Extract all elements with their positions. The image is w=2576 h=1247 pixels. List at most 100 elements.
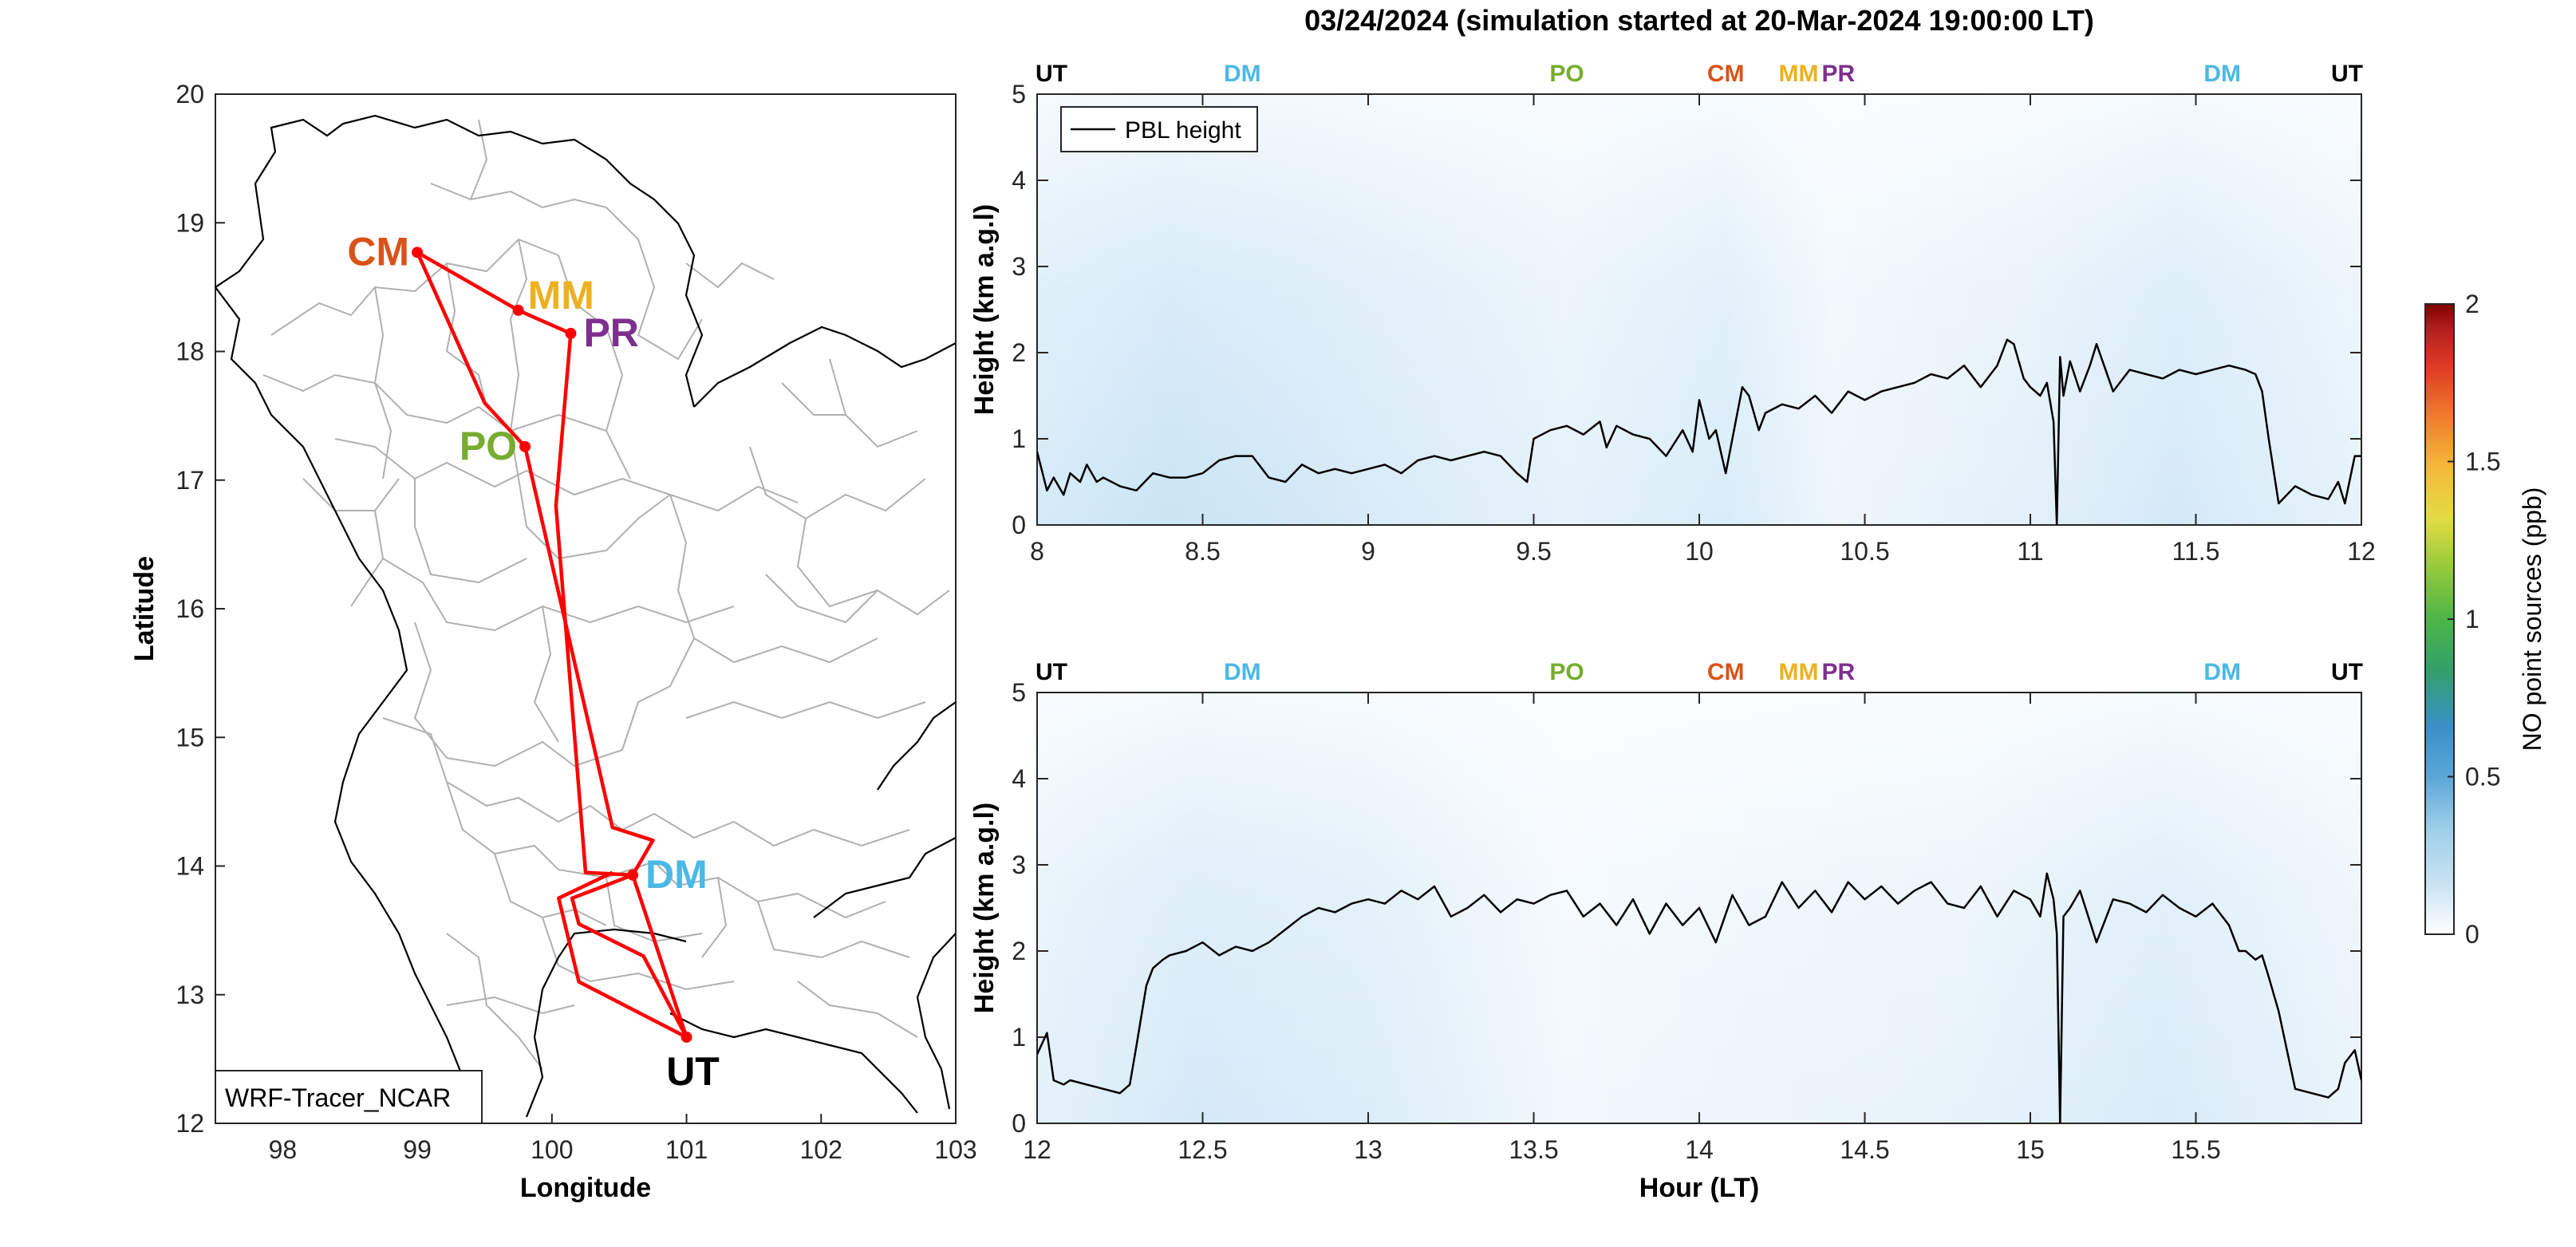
panel-2-ytick-label: 0 [1012,1109,1026,1138]
panel-2-xlabel: Hour (LT) [1639,1173,1759,1203]
panel-1-ytick-label: 0 [1012,511,1026,539]
panel-2-site-tick-ut: UT [1036,659,1067,685]
panel-1-xtick-label: 9 [1361,537,1375,566]
country-outline [215,114,956,1118]
colorbar-label: NO point sources (ppb) [2518,487,2546,752]
panel-2-site-tick-mm: MM [1779,659,1819,685]
panel-1-ytick-label: 1 [1012,424,1026,453]
site-label-cm: CM [347,229,409,274]
panel-1-plot-area [1037,338,2361,525]
panel-1-site-tick-pr: PR [1821,61,1855,87]
panel-2-pbl-line [1037,872,2361,1123]
colorbar: 0 0.5 1 1.5 2 NO point sources (ppb) [2424,290,2546,949]
panel-2-plot-area [1037,872,2361,1123]
panel-1-xtick-label: 11.5 [2172,537,2220,566]
site-label-po: PO [460,424,517,468]
panel-2-xtick-label: 14 [1685,1135,1714,1164]
panel-1-ylabel: Height (km a.g.l) [969,204,1000,415]
province-borders [262,119,950,1070]
map-legend-box [215,1070,483,1124]
map-ytick-label: 16 [176,594,204,623]
panel-1-xtick-label: 8 [1030,537,1044,566]
map-ytick-label: 17 [176,466,204,495]
map-ylabel: Latitude [129,556,160,661]
panel-1-site-tick-dm: DM [1224,61,1261,87]
panel-2-site-tick-po: PO [1549,659,1584,685]
panel-2-xtick-label: 12 [1023,1135,1051,1164]
panel-top-legend: PBL height [1060,106,1258,152]
panel-2-ytick-label: 2 [1012,937,1026,965]
panel-1-site-tick-po: PO [1549,61,1584,87]
panel-1-ytick-label: 2 [1012,338,1026,367]
map-ytick-label: 13 [176,981,204,1009]
panel-2-xtick-label: 13 [1354,1135,1383,1164]
colorbar-tick-label: 0.5 [2465,763,2500,791]
panel-1-xtick-label: 10 [1685,537,1714,566]
map-xtick-label: 102 [800,1135,842,1164]
site-label-pr: PR [583,310,638,355]
colorbar-tick-label: 2 [2465,290,2479,318]
panel-2-ytick-label: 4 [1012,764,1026,793]
panel-2-site-tick-dm: DM [2203,659,2241,685]
site-marker-ut [680,1031,692,1043]
panel-1-site-tick-cm: CM [1707,61,1745,87]
map-xtick-label: 103 [934,1135,976,1164]
panel-top-legend-label: PBL height [1125,117,1241,144]
panel-1-xtick-label: 8.5 [1185,537,1220,566]
site-label-dm: DM [645,852,708,897]
map-ytick-label: 20 [176,80,204,109]
map-xlabel: Longitude [520,1173,651,1203]
map-ytick-label: 12 [176,1109,204,1138]
panel-2-xtick-label: 15 [2016,1135,2045,1164]
map-xtick-label: 100 [531,1135,573,1164]
panel-1-site-tick-mm: MM [1779,61,1819,87]
panel-1-site-tick-dm: DM [2203,61,2241,87]
colorbar-tick-label: 1.5 [2465,448,2500,476]
site-marker-po [519,440,531,452]
map-axes-box [215,93,957,1124]
colorbar-tick-label: 1 [2465,605,2479,633]
site-label-ut: UT [666,1049,720,1094]
map-legend: WRF-Tracer_NCAR [215,1070,483,1124]
site-marker-cm [412,247,424,258]
site-marker-dm [627,869,639,881]
panel-1-xtick-label: 9.5 [1516,537,1551,566]
panel-2-xtick-label: 15.5 [2171,1135,2220,1164]
panel-2-ytick-label: 5 [1012,678,1026,707]
panel-2-site-tick-cm: CM [1707,659,1745,685]
map-ytick-label: 18 [176,337,204,366]
panel-2-ylabel: Height (km a.g.l) [969,803,1000,1013]
map-xtick-label: 98 [269,1135,298,1164]
site-marker-pr [565,327,577,339]
panel-2-xtick-label: 12.5 [1178,1135,1227,1164]
figure-title: 03/24/2024 (simulation started at 20-Mar… [1304,4,2094,37]
site-label-mm: MM [528,273,594,318]
map-ytick-label: 14 [176,852,204,881]
panel-1-xtick-label: 11 [2017,537,2043,566]
panel-2-ytick-label: 3 [1012,850,1026,879]
panel-2-site-tick-dm: DM [1224,659,1261,685]
panel-2-ytick-label: 1 [1012,1023,1026,1052]
map-ytick-label: 15 [176,723,204,752]
map-ytick-label: 19 [176,208,204,237]
panel-1-site-tick-ut: UT [2331,61,2363,87]
panel-2-xtick-label: 13.5 [1509,1135,1558,1164]
panel-2-site-tick-ut: UT [2331,659,2363,685]
panel-1-site-tick-ut: UT [1036,61,1067,87]
colorbar-tick-label: 0 [2465,920,2479,949]
panel-1-pbl-line [1037,338,2361,525]
map-xtick-label: 99 [403,1135,432,1164]
map-legend-label: WRF-Tracer_NCAR [225,1083,451,1112]
panel-1-xtick-label: 12 [2347,537,2376,566]
panel-2-site-tick-pr: PR [1821,659,1855,685]
map-xtick-label: 101 [665,1135,708,1164]
panel-1-ytick-label: 5 [1012,80,1026,109]
panel-1-ytick-label: 3 [1012,252,1026,281]
panel-1-ytick-label: 4 [1012,166,1026,195]
panel-2-xtick-label: 14.5 [1840,1135,1889,1164]
panel-top-fade [1037,94,2361,525]
